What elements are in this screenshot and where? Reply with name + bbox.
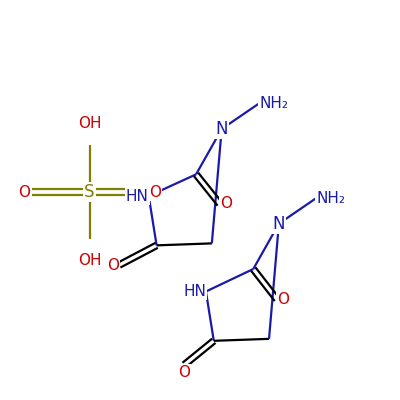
- Text: HN: HN: [183, 284, 206, 299]
- Text: O: O: [149, 185, 161, 200]
- Text: O: O: [277, 292, 289, 307]
- Text: HN: HN: [126, 188, 149, 204]
- Text: NH₂: NH₂: [259, 96, 288, 111]
- Text: O: O: [18, 185, 30, 200]
- Text: O: O: [107, 258, 119, 272]
- Text: O: O: [178, 365, 190, 380]
- Text: N: N: [273, 215, 285, 233]
- Text: S: S: [84, 183, 95, 201]
- Text: NH₂: NH₂: [316, 190, 345, 206]
- Text: N: N: [216, 120, 228, 138]
- Text: O: O: [220, 196, 232, 212]
- Text: OH: OH: [78, 253, 101, 268]
- Text: OH: OH: [78, 116, 101, 131]
